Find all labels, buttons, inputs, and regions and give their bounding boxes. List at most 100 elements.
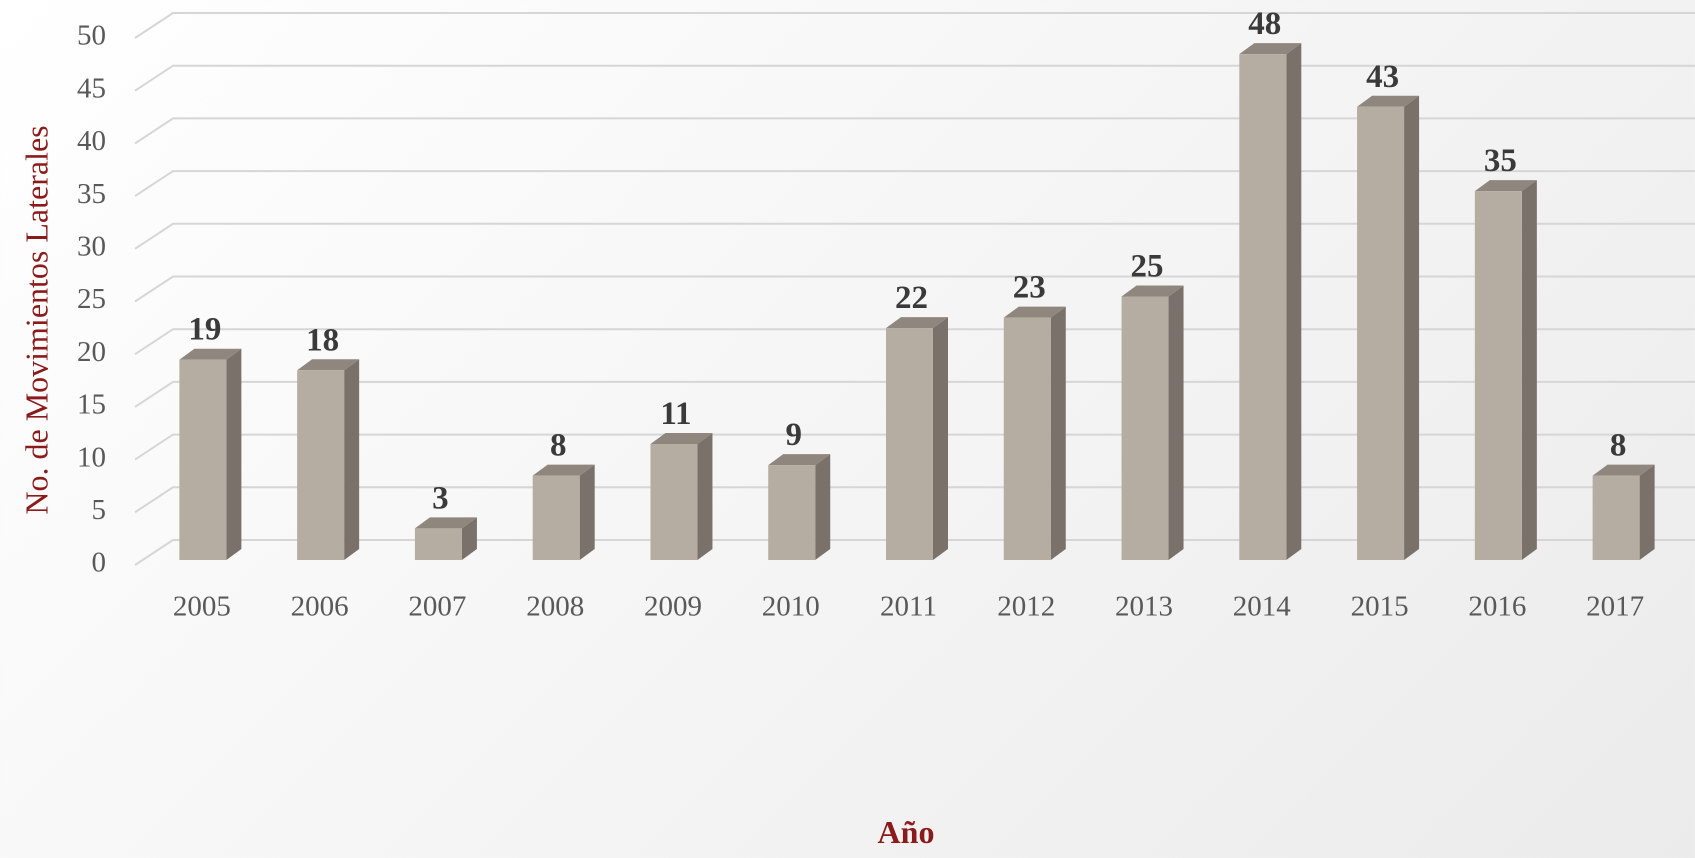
bar-side — [1639, 464, 1655, 560]
data-label: 8 — [1610, 428, 1627, 464]
bar-top — [886, 317, 948, 329]
x-axis-title: Año — [878, 814, 935, 850]
bar-front — [414, 528, 462, 560]
grid-line — [134, 117, 1695, 145]
grid-line — [134, 275, 1695, 303]
x-tick-label: 2005 — [173, 591, 231, 623]
y-tick-label: 45 — [77, 72, 106, 104]
x-tick-label: 2011 — [880, 591, 937, 623]
bar — [1474, 180, 1537, 560]
bar-front — [179, 359, 227, 560]
bar-top — [1003, 306, 1066, 318]
data-label: 48 — [1248, 6, 1281, 42]
bar-front — [886, 328, 933, 560]
bar-side — [1521, 180, 1537, 560]
y-tick-label: 20 — [77, 336, 106, 368]
bar-side — [579, 464, 595, 560]
x-tick-label: 2012 — [997, 591, 1055, 623]
bar-side — [1050, 306, 1066, 560]
bar — [179, 348, 242, 560]
data-label: 35 — [1484, 143, 1517, 179]
bar-front — [532, 475, 580, 560]
x-tick-label: 2014 — [1233, 591, 1292, 623]
bar-side — [815, 454, 831, 560]
bar — [414, 517, 477, 560]
x-tick-label: 2016 — [1468, 591, 1526, 623]
data-label: 22 — [895, 280, 928, 316]
bar-front — [297, 370, 345, 560]
bar — [1357, 95, 1420, 560]
y-tick-label: 0 — [92, 547, 107, 579]
bar — [768, 454, 831, 560]
grid-line — [134, 433, 1695, 461]
bar-top — [650, 433, 713, 445]
data-label: 23 — [1013, 270, 1046, 306]
bar — [1592, 464, 1655, 560]
bar-side — [933, 317, 948, 560]
bar-top — [1121, 285, 1184, 297]
y-tick-label: 35 — [77, 178, 106, 210]
data-label: 43 — [1366, 59, 1399, 95]
grid-line — [134, 539, 1695, 566]
x-tick-label: 2013 — [1115, 591, 1173, 623]
y-tick-label: 25 — [77, 283, 106, 315]
bar-front — [1357, 106, 1405, 560]
bar-front — [1239, 54, 1287, 560]
bar-side — [1404, 95, 1420, 560]
bar-side — [1168, 285, 1184, 560]
x-tick-label: 2017 — [1586, 591, 1644, 623]
x-tick-label: 2010 — [762, 591, 820, 623]
bar-side — [226, 348, 242, 560]
bar-front — [1592, 475, 1640, 560]
bar-front — [1003, 317, 1051, 560]
data-label: 3 — [432, 480, 449, 516]
y-tick-label: 40 — [77, 125, 106, 157]
grid-line — [134, 380, 1695, 408]
x-tick-label: 2006 — [291, 591, 349, 623]
x-tick-label: 2009 — [644, 591, 702, 623]
bar-top — [1239, 43, 1302, 55]
data-label: 9 — [785, 417, 802, 453]
y-tick-label: 30 — [77, 230, 106, 262]
grid-line — [134, 170, 1695, 197]
bar — [1239, 43, 1302, 560]
bar-side — [461, 517, 477, 560]
grid-line — [134, 486, 1695, 514]
bar-top — [414, 517, 477, 529]
data-label: 8 — [550, 428, 567, 464]
grid-line — [134, 64, 1695, 92]
bar-top — [768, 454, 831, 466]
bar-top — [1474, 180, 1537, 192]
data-label: 18 — [306, 322, 339, 358]
bar-side — [1286, 43, 1302, 560]
y-tick-label: 15 — [77, 389, 106, 421]
bar-front — [1474, 191, 1522, 560]
bar-front — [768, 465, 816, 560]
bar-top — [1592, 464, 1655, 476]
bar — [650, 433, 713, 560]
bar — [532, 464, 595, 560]
bar-top — [1357, 95, 1420, 107]
bar-top — [297, 359, 360, 371]
bar-side — [697, 433, 713, 560]
bar — [297, 359, 360, 560]
y-tick-label: 5 — [92, 494, 107, 526]
bar-top — [179, 348, 242, 360]
bar-top — [532, 464, 595, 476]
bar-front — [1121, 296, 1169, 560]
y-tick-label: 10 — [77, 441, 106, 473]
x-tick-label: 2015 — [1351, 591, 1409, 623]
data-label: 25 — [1131, 249, 1164, 285]
bar — [1003, 306, 1066, 560]
bar — [1121, 285, 1184, 560]
x-tick-label: 2008 — [526, 591, 584, 623]
bar — [886, 317, 948, 560]
grid-line — [134, 222, 1695, 250]
bar-front — [650, 444, 698, 560]
bar-side — [344, 359, 360, 560]
grid-line — [134, 12, 1695, 39]
data-label: 19 — [188, 312, 221, 348]
grid-line — [134, 328, 1695, 356]
y-tick-label: 50 — [77, 20, 106, 52]
x-tick-label: 2007 — [408, 591, 466, 623]
